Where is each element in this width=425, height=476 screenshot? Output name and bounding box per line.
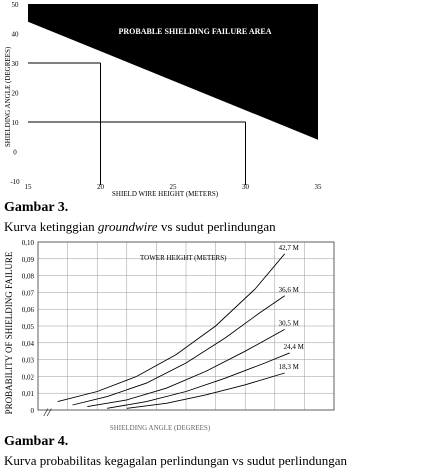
chart1-x-tick-label: 35 [315, 183, 323, 191]
figure-3-caption-emphasis: groundwire [97, 219, 158, 234]
chart2-y-tick-label: 0,03 [22, 357, 35, 365]
chart1-y-tick-label: 50 [12, 1, 20, 9]
figure-4-label: Gambar 4. [4, 434, 69, 449]
series-label: 36,6 M [279, 286, 300, 294]
figure-3-label: Gambar 3. [4, 200, 69, 215]
series-label: 18,3 M [279, 363, 300, 371]
chart2-title: TOWER HEIGHT (METERS) [140, 254, 227, 262]
chart2-y-tick-label: 0,01 [22, 390, 35, 398]
chart2-y-tick-label: 0,04 [22, 340, 35, 348]
chart1-y-tick-label: -10 [10, 178, 20, 186]
chart1-x-tick-label: 25 [170, 183, 178, 191]
chart1-y-tick-label: 10 [12, 119, 20, 127]
shield-height-chart: -10 0 10 20 30 40 50 15 20 25 30 35 PROBABLE SHIELD… [4, 1, 322, 198]
chart2-y-tick-label: 0,08 [22, 273, 35, 281]
shielding-failure-area-label: PROBABLE SHIELDING FAILURE AREA [119, 27, 272, 36]
chart2-y-tick-label: 0,07 [22, 289, 35, 297]
chart1-y-tick-label: 30 [12, 60, 20, 68]
chart2-y-axis-label: PROBABILITY OF SHIELDING FAILURE [4, 251, 14, 414]
chart2-y-tick-label: 0,02 [22, 373, 35, 381]
chart1-tick-labels: -10 0 10 20 30 40 50 15 20 25 30 35 [10, 1, 322, 191]
chart2-y-tick-label: 0,06 [22, 306, 35, 314]
chart1-y-tick-label: 20 [12, 90, 20, 98]
figure-3-caption-start: Kurva ketinggian [4, 219, 98, 234]
chart1-x-tick-label: 30 [242, 183, 250, 191]
chart2-y-tick-label: 0 [31, 407, 35, 415]
series-label: 30,5 M [279, 319, 300, 327]
series-label: 24,4 M [284, 343, 305, 351]
series-line [72, 295, 285, 406]
figure-3-caption-end: vs sudut perlindungan [157, 219, 276, 234]
series-label: 42,7 M [279, 244, 300, 252]
chart2-y-tick-label: 0,05 [22, 323, 35, 331]
shielding-failure-area [28, 4, 318, 140]
axis-break-icon: // [43, 405, 52, 419]
chart1-y-tick-label: 0 [13, 149, 17, 157]
series-line [107, 352, 290, 409]
series-line [87, 329, 285, 408]
chart2-tick-labels: 0 0,01 0,02 0,03 0,04 0,05 0,06 0,07 0,08 0,09 0,1… [22, 239, 35, 415]
shielding-failure-probability-chart: 0 0,01 0,02 0,03 0,04 0,05 0,06 0,07 0,08 0,09 0,1… [4, 239, 335, 432]
chart1-y-axis-label: SHIELDING ANGLE (DEGREES) [4, 46, 12, 147]
series-line [126, 372, 285, 409]
series-line [57, 253, 286, 403]
chart2-frame [37, 241, 335, 411]
chart2-y-tick-label: 0,09 [22, 256, 35, 264]
chart1-reference-lines [28, 62, 246, 185]
chart1-y-tick-label: 40 [12, 31, 20, 39]
chart2-x-axis-label: SHIELDING ANGLE (DEGREES) [110, 424, 211, 432]
chart2-series: 42,7 M 36,6 M 30,5 M 24,4 M 18,3 M [57, 244, 305, 409]
chart1-x-axis-label: SHIELD WIRE HEIGHT (METERS) [112, 190, 219, 198]
figure-4-caption: Kurva probabilitas kegagalan perlindunga… [4, 453, 347, 468]
figure-3-caption: Kurva ketinggian groundwire vs sudut per… [4, 219, 276, 235]
chart1-x-tick-label: 15 [25, 183, 33, 191]
chart1-x-tick-label: 20 [97, 183, 105, 191]
chart2-y-tick-label: 0,10 [22, 239, 35, 247]
chart2-grid [37, 241, 335, 411]
